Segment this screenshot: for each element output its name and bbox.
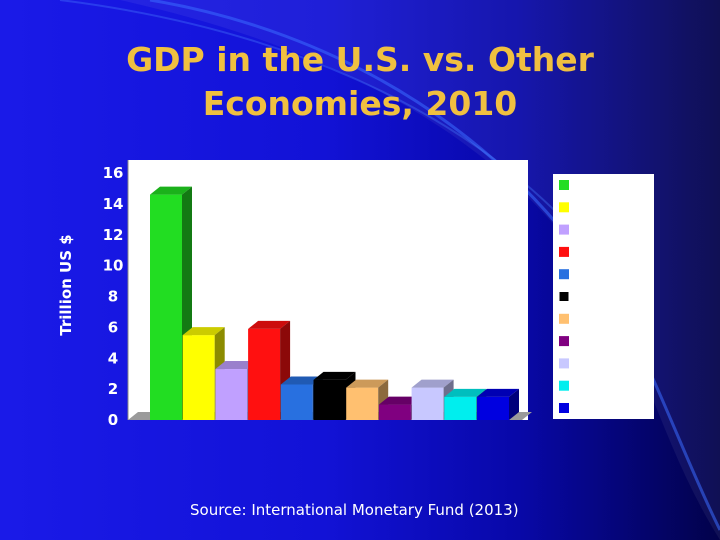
- source-note: Source: International Monetary Fund (201…: [190, 501, 519, 519]
- bar-top: [248, 320, 291, 329]
- legend-swatch: [559, 403, 569, 413]
- legend-label: China: [574, 245, 620, 261]
- bar-front: [313, 379, 346, 420]
- y-tick-label: 14: [103, 195, 124, 213]
- decorative-swoosh: [120, 0, 720, 540]
- bar-brazil: [411, 379, 454, 420]
- y-tick-label: 0: [108, 411, 118, 429]
- bar-china: [248, 320, 291, 420]
- bar-front: [346, 387, 379, 420]
- y-tick-label: 12: [103, 226, 124, 244]
- legend-box: [553, 174, 654, 419]
- chart-title-line-1: GDP in the U.S. vs. Other: [126, 40, 594, 79]
- bar-top: [150, 186, 192, 195]
- y-tick-label: 16: [103, 164, 124, 182]
- y-tick-label: 6: [108, 318, 118, 336]
- legend: U.S. Japan Germany China UK France Italy Mexico…: [558, 178, 648, 417]
- legend-label: Russia: [574, 401, 628, 417]
- bar-front: [248, 328, 281, 420]
- legend-swatch: [559, 202, 569, 213]
- legend-label: France: [574, 290, 629, 306]
- y-tick-label: 8: [108, 288, 118, 306]
- bar-side: [509, 388, 519, 420]
- legend-label: Mexico: [574, 334, 631, 350]
- y-tick-label: 4: [108, 349, 118, 367]
- bar-top: [346, 379, 389, 388]
- bar-front: [280, 384, 313, 420]
- legend-label: Italy: [574, 312, 611, 328]
- y-axis-ticks: 0 2 4 6 8 10 12 14 16: [103, 164, 124, 429]
- legend-swatch: [559, 313, 569, 324]
- legend-swatch: [559, 246, 569, 257]
- bar-front: [150, 194, 182, 420]
- bar-top: [411, 379, 454, 388]
- legend-label: Japan: [573, 200, 620, 216]
- legend-swatch: [558, 291, 570, 302]
- bar-top: [477, 388, 519, 397]
- bar-front: [378, 404, 411, 420]
- bar-front: [444, 396, 477, 420]
- legend-label: India: [574, 379, 615, 395]
- bar-series: [150, 186, 519, 420]
- legend-swatch: [559, 180, 569, 190]
- legend-swatch: [559, 269, 569, 280]
- legend-label: Brazil: [574, 356, 620, 372]
- y-axis-label: Trillion US $: [57, 234, 75, 336]
- bar-top: [182, 327, 225, 336]
- bar-front: [182, 335, 215, 420]
- bar-front: [215, 369, 248, 420]
- legend-label: UK: [574, 267, 598, 283]
- bar-top: [313, 371, 356, 380]
- legend-swatch: [559, 224, 569, 235]
- bar-front: [477, 396, 509, 420]
- bar-top: [444, 388, 487, 397]
- y-tick-label: 10: [103, 257, 124, 275]
- y-tick-label: 2: [108, 380, 118, 398]
- legend-swatch: [559, 358, 569, 369]
- bar-top: [280, 376, 323, 385]
- legend-swatch: [559, 336, 569, 347]
- bar-top: [215, 361, 258, 370]
- bar-front: [411, 387, 444, 420]
- chart-title-line-2: Economies, 2010: [202, 84, 518, 123]
- bar-russia: [477, 388, 519, 420]
- bar-top: [378, 396, 421, 405]
- legend-label: U.S.: [574, 178, 607, 194]
- legend-swatch: [559, 380, 569, 391]
- legend-label: Germany: [574, 223, 648, 239]
- decorative-swoosh-line-2: [59, 0, 601, 261]
